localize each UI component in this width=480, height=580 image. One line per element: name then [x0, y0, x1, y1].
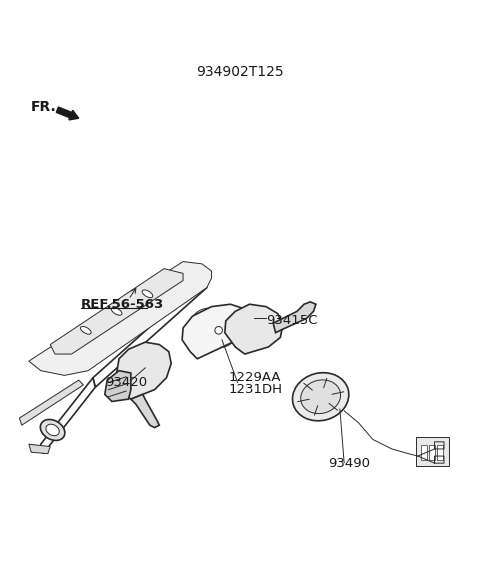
Circle shape — [215, 327, 222, 334]
FancyBboxPatch shape — [416, 437, 449, 466]
Text: 93420: 93420 — [105, 376, 147, 389]
Ellipse shape — [81, 327, 91, 334]
Ellipse shape — [46, 424, 60, 436]
Bar — [429, 445, 435, 460]
Text: 93415C: 93415C — [266, 314, 318, 327]
Bar — [437, 445, 443, 460]
Polygon shape — [93, 278, 207, 387]
Polygon shape — [50, 269, 183, 354]
Polygon shape — [41, 378, 96, 454]
Polygon shape — [117, 342, 171, 399]
Text: 1229AA: 1229AA — [228, 371, 281, 385]
Text: FR.: FR. — [31, 100, 57, 114]
Ellipse shape — [197, 313, 231, 343]
Bar — [421, 445, 427, 460]
Ellipse shape — [292, 373, 349, 421]
Polygon shape — [29, 444, 50, 454]
Polygon shape — [131, 394, 159, 427]
Ellipse shape — [142, 290, 153, 298]
Ellipse shape — [40, 419, 65, 440]
Text: 934902T125: 934902T125 — [196, 64, 284, 79]
FancyArrow shape — [56, 107, 79, 120]
Text: REF.56-563: REF.56-563 — [81, 298, 164, 311]
Ellipse shape — [300, 380, 341, 414]
Polygon shape — [273, 302, 316, 333]
Polygon shape — [225, 304, 283, 354]
Polygon shape — [105, 371, 131, 401]
Polygon shape — [29, 262, 212, 375]
Text: 1231DH: 1231DH — [228, 383, 282, 396]
Polygon shape — [182, 304, 252, 359]
Polygon shape — [19, 380, 84, 425]
Ellipse shape — [111, 307, 122, 315]
Text: 93490: 93490 — [328, 456, 370, 470]
